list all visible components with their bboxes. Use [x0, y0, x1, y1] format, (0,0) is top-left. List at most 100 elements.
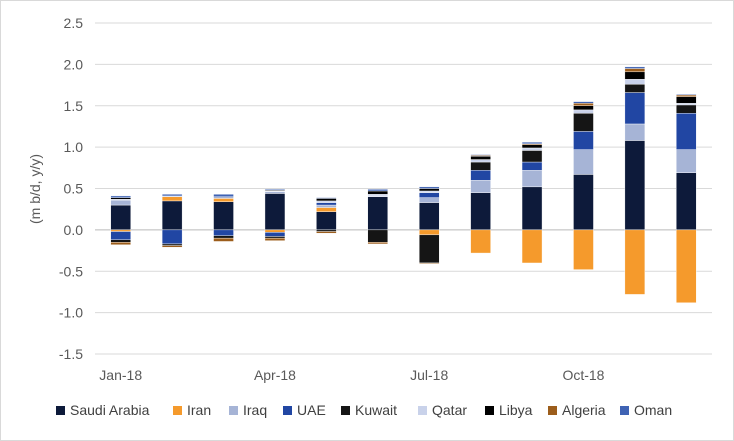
- bar-segment: [316, 202, 337, 206]
- bar-segment: [573, 131, 594, 150]
- bar-segment: [419, 234, 440, 264]
- bar-segment: [161, 229, 183, 245]
- bar-segment: [213, 237, 234, 242]
- bar-segment: [419, 186, 440, 189]
- bar-segment: [213, 194, 234, 197]
- bar-segment: [676, 104, 697, 114]
- bar-segment: [470, 192, 491, 231]
- bar-segment: [470, 170, 491, 181]
- y-tick-label: -1.0: [59, 305, 83, 321]
- bar-segment: [110, 229, 131, 232]
- bar-segment: [110, 197, 131, 200]
- bar-segment: [521, 161, 543, 171]
- bar-segment: [624, 84, 646, 93]
- legend-label: Iraq: [243, 402, 267, 418]
- bar-segment: [470, 180, 491, 193]
- bar-segment: [573, 149, 594, 175]
- legend-label: Iran: [187, 402, 211, 418]
- bar-segment: [419, 229, 440, 236]
- y-axis-label: (m b/d, y/y): [27, 154, 43, 224]
- legend-swatch: [620, 406, 629, 415]
- bar-segment: [419, 188, 440, 192]
- bar-segment: [573, 105, 594, 111]
- bar-segment: [624, 68, 646, 73]
- bar-segment: [521, 147, 543, 151]
- bar-segment: [624, 229, 646, 295]
- bar-segment: [419, 192, 440, 198]
- bar-segment: [367, 196, 388, 231]
- bar-segment: [676, 229, 697, 303]
- x-tick-label: Jul-18: [410, 367, 448, 383]
- bar-segment: [624, 66, 646, 69]
- legend-swatch: [283, 406, 292, 415]
- bar-segment: [316, 229, 337, 232]
- bar-segment: [110, 195, 131, 198]
- bar-segment: [264, 232, 286, 237]
- bar-segment: [161, 194, 183, 197]
- bar-segment: [367, 242, 388, 245]
- bar-segment: [521, 186, 543, 231]
- legend-label: Libya: [499, 402, 533, 418]
- bar-segment: [419, 190, 440, 193]
- y-tick-label: -1.5: [59, 346, 83, 362]
- bar-segment: [110, 204, 131, 231]
- bar-segment: [367, 189, 388, 192]
- gridlines: [95, 22, 712, 355]
- bar-segment: [161, 245, 183, 248]
- x-axis-ticks: Jan-18 Apr-18 Jul-18 Oct-18: [99, 367, 604, 383]
- bar-segment: [521, 229, 543, 264]
- bar-segment: [264, 191, 286, 194]
- bar-segment: [676, 112, 697, 150]
- bar-segment: [419, 197, 440, 203]
- legend-label: Saudi Arabia: [70, 402, 150, 418]
- bar-segment: [367, 229, 388, 243]
- bar-segment: [573, 174, 594, 231]
- bar-segment: [676, 94, 697, 97]
- y-tick-label: 2.0: [64, 56, 84, 72]
- legend: Saudi Arabia Iran Iraq UAE Kuwait Qatar Libya A…: [56, 402, 672, 418]
- bar-segment: [521, 150, 543, 163]
- legend-label: Oman: [634, 402, 672, 418]
- y-tick-label: 0.5: [64, 181, 84, 197]
- bar-segment: [573, 101, 594, 104]
- bar-segment: [110, 231, 131, 241]
- legend-swatch: [56, 406, 65, 415]
- bar-segment: [110, 242, 131, 245]
- bar-segment: [624, 92, 646, 125]
- x-tick-label: Apr-18: [254, 367, 296, 383]
- bar-segment: [573, 229, 594, 270]
- bar-segment: [470, 156, 491, 160]
- bar-segment: [161, 196, 183, 202]
- y-tick-label: -0.5: [59, 263, 83, 279]
- bar-segment: [213, 229, 234, 236]
- bar-segment: [470, 159, 491, 163]
- bars: [110, 66, 697, 303]
- bar-segment: [470, 161, 491, 171]
- bar-segment: [264, 229, 286, 233]
- bar-segment: [316, 197, 337, 199]
- bar-segment: [419, 202, 440, 231]
- bar-segment: [110, 199, 131, 206]
- bar-segment: [419, 262, 440, 265]
- y-tick-label: 1.5: [64, 98, 84, 114]
- bar-segment: [161, 200, 183, 231]
- bar-segment: [264, 193, 286, 231]
- bar-segment: [676, 93, 697, 96]
- legend-swatch: [173, 406, 182, 415]
- bar-segment: [573, 109, 594, 114]
- y-tick-label: 0.0: [64, 222, 84, 238]
- bar-segment: [676, 103, 697, 106]
- legend-swatch: [229, 406, 238, 415]
- y-tick-label: 2.5: [64, 15, 84, 31]
- x-tick-label: Jan-18: [99, 367, 142, 383]
- legend-swatch: [485, 406, 494, 415]
- y-axis-ticks: 2.5 2.0 1.5 1.0 0.5 0.0 -0.5 -1.0 -1.5: [59, 15, 83, 362]
- bar-segment: [367, 194, 388, 197]
- legend-label: UAE: [297, 402, 326, 418]
- legend-label: Kuwait: [355, 402, 397, 418]
- bar-segment: [316, 207, 337, 212]
- bar-segment: [161, 243, 183, 246]
- bar-segment: [213, 235, 234, 239]
- bar-segment: [316, 204, 337, 208]
